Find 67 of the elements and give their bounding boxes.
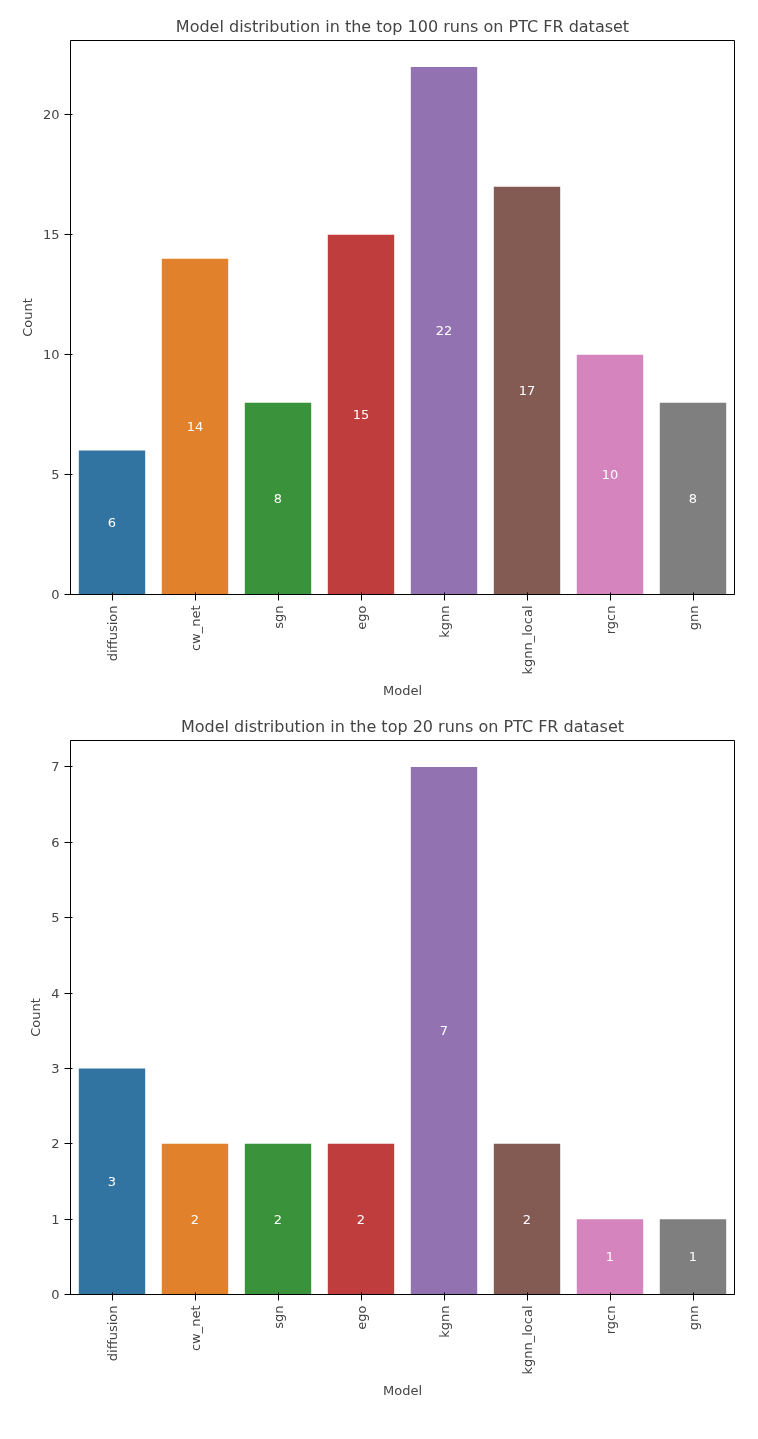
y-axis-title: Count [28,998,44,1037]
data-label: 15 [352,407,370,423]
data-label: 2 [190,1211,200,1227]
x-tick-label: rgcn [602,605,618,635]
y-tick-label: 3 [51,1060,60,1076]
y-tick-label: 6 [51,834,60,850]
x-tick-label: kgnn_local [519,1305,535,1375]
bar [327,234,395,595]
y-tick-label: 10 [42,347,60,363]
x-tick-label: rgcn [602,1305,618,1335]
bar [78,1068,146,1295]
data-label: 6 [107,515,117,531]
bar [327,1143,395,1295]
bar [659,1219,727,1295]
data-label: 1 [688,1249,698,1265]
bar [576,1219,644,1295]
y-tick-label: 0 [51,1287,60,1302]
x-tick-label: diffusion [104,1305,120,1362]
data-label: 17 [518,383,536,399]
bar [410,766,478,1295]
bar [78,450,146,595]
data-label: 7 [439,1023,449,1039]
x-tick-label: gnn [685,1305,701,1331]
x-tick-label: cw_net [187,605,203,652]
x-tick-label: sgn [270,605,286,629]
data-label: 10 [601,467,619,483]
bar [161,258,229,595]
y-axis-title: Count [19,298,35,337]
y-tick-label: 2 [51,1136,60,1152]
x-axis-title: Model [382,1382,423,1398]
y-tick-label: 7 [51,759,60,775]
x-tick-label: ego [353,1305,369,1330]
y-tick-label: 15 [42,227,60,243]
bar [493,186,561,595]
x-tick-label: kgnn [436,605,452,638]
data-label: 8 [688,491,698,507]
bar [410,66,478,595]
x-tick-label: diffusion [104,605,120,662]
y-tick-label: 20 [42,107,60,123]
bar [244,1143,312,1295]
bar [493,1143,561,1295]
x-tick-label: kgnn [436,1305,452,1338]
data-label: 3 [107,1173,117,1189]
y-tick-label: 4 [51,985,60,1001]
data-label: 14 [186,419,204,435]
data-label: 2 [522,1211,532,1227]
y-tick-label: 0 [51,587,60,602]
y-tick-label: 5 [51,467,60,483]
x-axis-title: Model [382,682,423,698]
bar [244,402,312,595]
x-tick-label: kgnn_local [519,605,535,675]
y-tick-label: 1 [51,1211,60,1227]
x-tick-label: ego [353,605,369,630]
data-label: 8 [273,491,283,507]
x-tick-label: gnn [685,605,701,631]
chart-title: Model distribution in the top 100 runs on PTC FR dataset [175,16,630,36]
x-tick-label: cw_net [187,1305,203,1352]
data-label: 1 [605,1249,615,1265]
data-label: 2 [273,1211,283,1227]
data-label: 2 [356,1211,366,1227]
bar [576,354,644,595]
x-tick-label: sgn [270,1305,286,1329]
data-label: 22 [435,323,453,339]
bar [659,402,727,595]
bar [161,1143,229,1295]
y-tick-label: 5 [51,910,60,926]
chart-title: Model distribution in the top 20 runs on PTC FR dataset [180,716,625,736]
